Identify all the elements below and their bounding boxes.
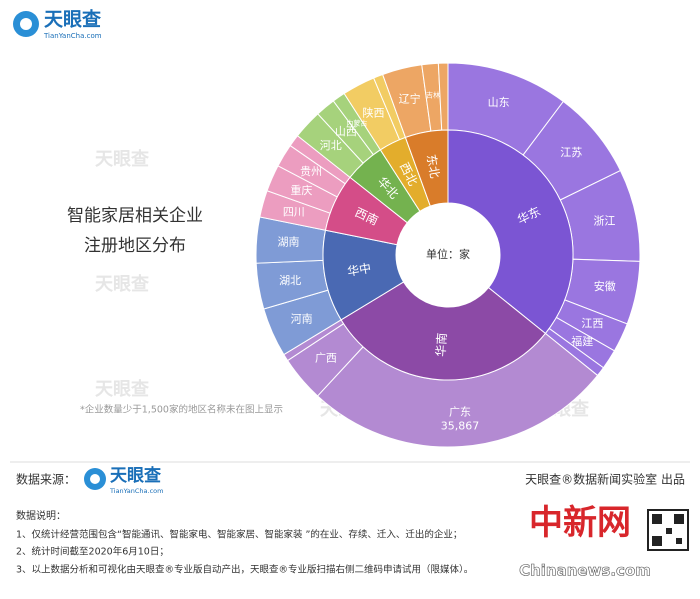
note-line: 2、统计时间截至2020年6月10日； [16, 546, 169, 558]
title: 智能家居相关企业 [67, 206, 203, 226]
note-line: 1、仅统计经营范围包含“智能通讯、智能家电、智能家居、智能家装 ”的在业、存续、… [16, 529, 462, 541]
logo-icon [20, 18, 32, 30]
logo-icon [90, 474, 100, 484]
source-label: 数据来源： [16, 472, 76, 487]
outer-label: 山东 [488, 96, 510, 109]
watermark-logo: 中新网 [529, 503, 631, 543]
watermark-url: Chinanews.com [519, 562, 651, 580]
value-label: 35,867 [441, 420, 480, 433]
outer-label: 陕西 [362, 105, 384, 119]
qr-block [666, 528, 672, 534]
watermark: 天眼查 [95, 273, 149, 295]
outer-label: 四川 [283, 205, 305, 218]
inner-label: 华中 [346, 260, 372, 279]
credit: 天眼查®数据新闻实验室 出品 [525, 472, 685, 487]
outer-label: 吉林 [426, 91, 440, 100]
logo-name: 天眼查 [44, 8, 102, 31]
note: *企业数量少于1,500家的地区名称未在图上显示 [80, 404, 283, 416]
outer-label: 江苏 [560, 146, 582, 159]
inner-label: 华南 [433, 332, 450, 357]
outer-label: 福建 [571, 334, 593, 348]
outer-label: 内蒙古 [346, 118, 367, 127]
sunburst: 山东江苏浙江安徽江西福建华东广东35,867广西华南河南湖北湖南华中四川重庆贵州… [255, 62, 641, 448]
hole [396, 203, 500, 307]
qr-block [676, 538, 682, 544]
outer-label: 湖南 [277, 235, 299, 248]
center-label: 单位：家 [426, 247, 470, 261]
inner-label: 东北 [424, 153, 442, 179]
outer-label: 浙江 [593, 214, 615, 227]
outer-label: 广西 [315, 351, 337, 364]
qr-block [674, 514, 684, 524]
watermark: 天眼查 [95, 378, 149, 400]
outer-label: 河北 [320, 139, 342, 152]
qr-code [647, 509, 689, 551]
logo-url: TianYanCha.com [43, 32, 102, 40]
outer-label: 广东 [449, 406, 471, 419]
outer-label: 江西 [581, 317, 603, 330]
outer-label: 河南 [291, 313, 313, 326]
outer-label: 安徽 [594, 279, 616, 293]
notes-title: 数据说明： [16, 509, 66, 522]
outer-label: 辽宁 [399, 92, 421, 106]
logo: 天眼查 TianYanCha.com [13, 8, 102, 40]
outer-label: 贵州 [300, 165, 322, 178]
note-line: 3、以上数据分析和可视化由天眼查®专业版自动产出，天眼查®专业版扫描右侧二维码申… [16, 564, 473, 576]
outer-label: 重庆 [290, 183, 312, 197]
outer-label: 湖北 [279, 274, 301, 287]
watermark: 天眼查 [95, 148, 149, 170]
logo-url: TianYanCha.com [109, 487, 163, 495]
outer-label: 山西 [335, 125, 357, 138]
logo-name: 天眼查 [110, 465, 162, 486]
qr-block [652, 536, 662, 546]
title: 注册地区分布 [84, 236, 186, 256]
qr-block [652, 514, 662, 524]
